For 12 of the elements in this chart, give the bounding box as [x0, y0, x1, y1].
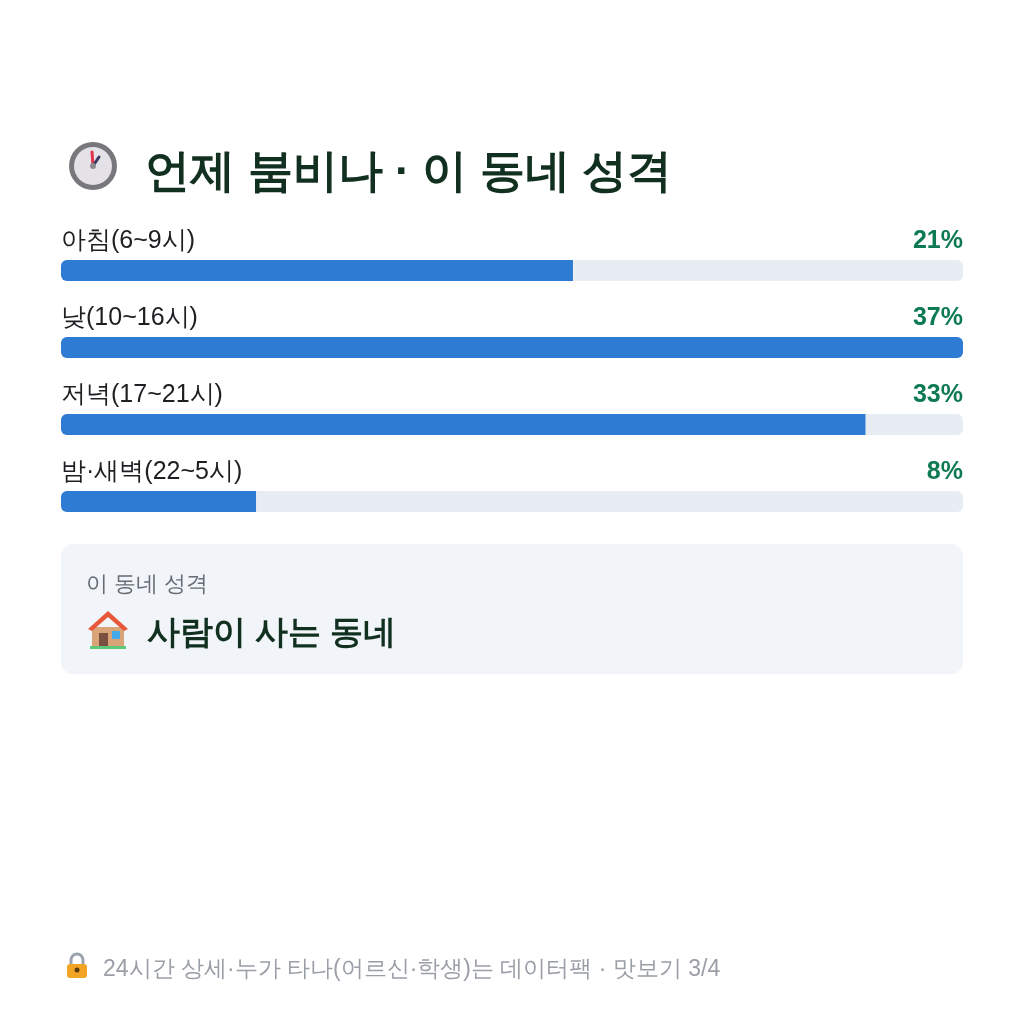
category-label: 저녁(17~21시) [61, 379, 223, 407]
value-label: 21% [912, 225, 963, 253]
annotation: 이 동네 성격 [86, 571, 209, 596]
annotation: 24시간 상세·누가 타나(어르신·학생)는 데이터팩 · 맛보기 3/4 [103, 955, 721, 981]
value-label: 33% [912, 379, 963, 407]
title: 언제 붐비나 · 이 동네 성격 [145, 145, 673, 196]
category-label: 낮(10~16시) [61, 302, 198, 330]
category-label: 아침(6~9시) [61, 225, 196, 253]
annotation: 사람이 사는 동네 [147, 613, 397, 650]
value-label: 37% [912, 302, 963, 330]
value-label: 8% [926, 456, 963, 484]
category-label: 밤·새벽(22~5시) [61, 456, 243, 484]
